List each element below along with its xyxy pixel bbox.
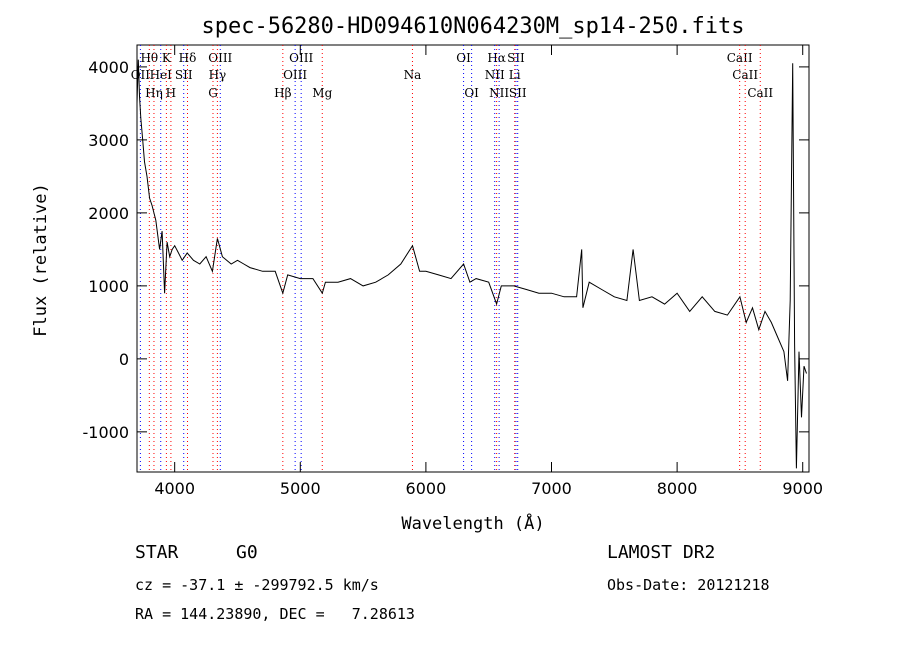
- spectral-line-label: NII: [489, 86, 509, 100]
- spectral-line-label: G: [208, 86, 218, 100]
- spectral-line-label: Hγ: [209, 68, 227, 82]
- spectral-line-label: CaII: [727, 51, 753, 65]
- spectral-line-label: Hα: [487, 51, 506, 65]
- spectral-line-label: Hη: [145, 86, 163, 100]
- y-axis-label: Flux (relative): [31, 183, 51, 337]
- ra-dec: RA = 144.23890, DEC = 7.28613: [135, 605, 415, 623]
- spectral-line-label: Hδ: [179, 51, 197, 65]
- spectral-line-label: OIII: [283, 68, 307, 82]
- spectral-line-label: SII: [175, 68, 193, 82]
- spectral-line-label: Hβ: [274, 86, 291, 100]
- x-tick-label: 9000: [782, 479, 823, 498]
- spectral-line-label: OIII: [208, 51, 232, 65]
- spectral-line-label: NII: [485, 68, 505, 82]
- spectral-line-label: SII: [509, 86, 527, 100]
- x-tick-label: 4000: [154, 479, 195, 498]
- spectral-line-label: OI: [464, 86, 479, 100]
- spectral-line-label: OIII: [289, 51, 313, 65]
- spectral-line-label: CaII: [747, 86, 773, 100]
- spectrum-line: [136, 59, 807, 469]
- y-tick-label: 4000: [88, 58, 129, 77]
- y-tick-label: 3000: [88, 131, 129, 150]
- spectral-line-label: CaII: [732, 68, 758, 82]
- spectral-line-label: OII: [131, 68, 151, 82]
- survey-name: LAMOST DR2: [607, 542, 716, 563]
- spectral-subclass: G0: [236, 542, 258, 563]
- redshift-line: cz = -37.1 ± -299792.5 km/s: [135, 576, 379, 594]
- spectral-line-label: OI: [456, 51, 471, 65]
- plot-frame: [136, 44, 810, 473]
- spectral-line-label: H: [166, 86, 176, 100]
- object-class: STAR: [135, 542, 179, 563]
- y-tick-label: 2000: [88, 204, 129, 223]
- spectral-line-label: Li: [509, 68, 521, 82]
- x-tick-label: 7000: [531, 479, 572, 498]
- spectral-line-label: HeI: [150, 68, 173, 82]
- y-tick-label: 0: [119, 350, 129, 369]
- y-tick-label: 1000: [88, 277, 129, 296]
- y-tick-label: -1000: [83, 423, 130, 442]
- x-tick-label: 8000: [657, 479, 698, 498]
- spectral-line-label: Hθ: [140, 51, 158, 65]
- x-tick-label: 5000: [280, 479, 321, 498]
- x-axis-label: Wavelength (Å): [401, 512, 544, 534]
- spectral-line-label: K: [162, 51, 172, 65]
- spectral-line-label: Mg: [312, 86, 332, 100]
- chart-title: spec-56280-HD094610N064230M_sp14-250.fit…: [201, 14, 744, 39]
- x-tick-label: 6000: [406, 479, 447, 498]
- spectral-line-label: SII: [507, 51, 525, 65]
- spectral-line-label: Na: [404, 68, 422, 82]
- obs-date: Obs-Date: 20121218: [607, 576, 770, 594]
- axis-ticks: 4000 5000 6000 7000 8000 9000 -1000 0 1000 2000 30…: [83, 45, 823, 498]
